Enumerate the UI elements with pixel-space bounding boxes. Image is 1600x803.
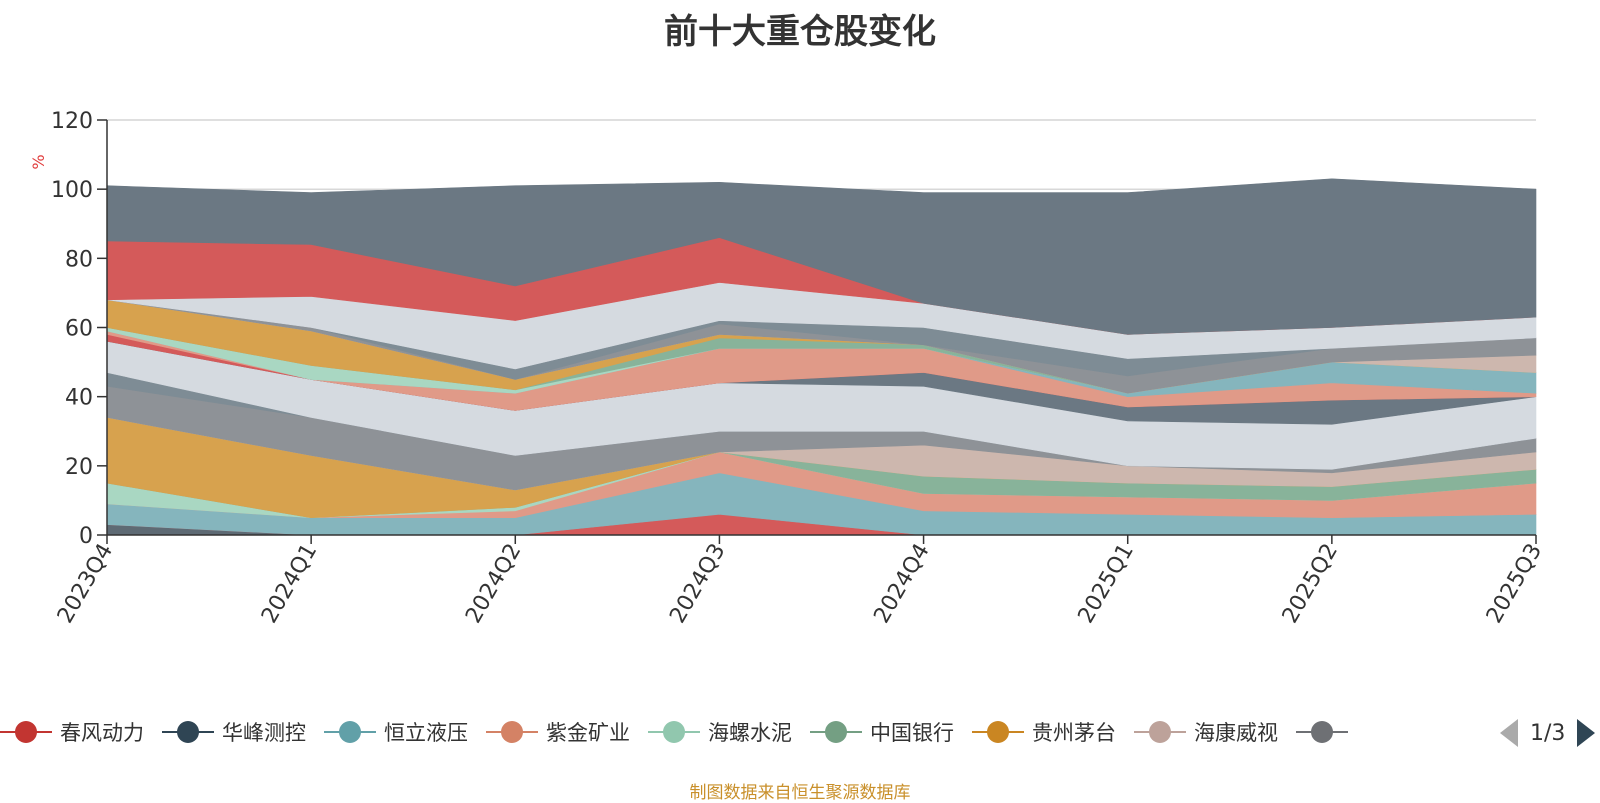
legend-item[interactable]: 恒立液压 bbox=[324, 715, 468, 749]
legend-marker-icon bbox=[972, 719, 1024, 745]
legend-page-indicator: 1/3 bbox=[1530, 720, 1566, 746]
x-tick-label: 2025Q1 bbox=[1074, 540, 1139, 628]
y-tick-label: 80 bbox=[65, 247, 93, 272]
legend-label: 中国银行 bbox=[870, 721, 954, 745]
legend-marker-icon bbox=[1296, 719, 1348, 745]
y-tick-labels: 0 20 40 60 80 100 120 bbox=[51, 109, 107, 549]
legend-marker-dot bbox=[177, 721, 199, 743]
legend-marker-dot bbox=[15, 721, 37, 743]
y-tick-label: 40 bbox=[65, 386, 93, 411]
legend-marker-dot bbox=[663, 721, 685, 743]
legend-marker-dot bbox=[825, 721, 847, 743]
legend-label: 海康威视 bbox=[1194, 721, 1278, 745]
y-tick-label: 100 bbox=[51, 178, 93, 203]
legend-marker-icon bbox=[0, 719, 52, 745]
x-tick-labels: 2023Q4 2024Q1 2024Q2 2024Q3 2024Q4 2025Q1 2025… bbox=[53, 535, 1547, 628]
legend-item[interactable]: 紫金矿业 bbox=[486, 715, 630, 749]
y-tick-label: 120 bbox=[51, 109, 93, 134]
legend-marker-icon bbox=[486, 719, 538, 745]
legend-label: 贵州茅台 bbox=[1032, 721, 1116, 745]
legend-marker-dot bbox=[501, 721, 523, 743]
legend-marker-icon bbox=[648, 719, 700, 745]
y-tick-label: 0 bbox=[79, 524, 93, 549]
legend-label: 恒立液压 bbox=[384, 721, 468, 745]
legend-label: 春风动力 bbox=[60, 721, 144, 745]
x-tick-label: 2023Q4 bbox=[53, 540, 118, 628]
legend-marker-icon bbox=[324, 719, 376, 745]
legend-item[interactable]: 华峰测控 bbox=[162, 715, 306, 749]
legend-marker-icon bbox=[1134, 719, 1186, 745]
prev-page-icon[interactable] bbox=[1500, 719, 1518, 747]
y-tick-label: 60 bbox=[65, 317, 93, 342]
legend-item[interactable] bbox=[1296, 715, 1356, 749]
legend-label: 华峰测控 bbox=[222, 721, 306, 745]
legend-label: 海螺水泥 bbox=[708, 721, 792, 745]
x-tick-label: 2024Q4 bbox=[869, 540, 934, 628]
legend-item[interactable]: 中国银行 bbox=[810, 715, 954, 749]
next-page-icon[interactable] bbox=[1577, 719, 1596, 747]
legend-label: 紫金矿业 bbox=[546, 721, 630, 745]
area-band-23 bbox=[106, 178, 1537, 335]
area-series bbox=[106, 178, 1537, 536]
source-note: 制图数据来自恒生聚源数据库 bbox=[689, 783, 911, 803]
legend-item[interactable]: 海螺水泥 bbox=[648, 715, 792, 749]
legend-item[interactable]: 海康威视 bbox=[1134, 715, 1278, 749]
legend-pager: 1/3 bbox=[1500, 718, 1596, 748]
x-tick-label: 2025Q2 bbox=[1278, 540, 1343, 628]
legend-marker-icon bbox=[162, 719, 214, 745]
legend-marker-dot bbox=[987, 721, 1009, 743]
legend-marker-dot bbox=[1149, 721, 1171, 743]
legend-item[interactable]: 春风动力 bbox=[0, 715, 144, 749]
y-axis-label: % bbox=[29, 154, 48, 169]
legend-marker-icon bbox=[810, 719, 862, 745]
x-tick-label: 2025Q3 bbox=[1482, 540, 1547, 628]
x-tick-label: 2024Q3 bbox=[665, 540, 730, 628]
x-tick-label: 2024Q2 bbox=[461, 540, 526, 628]
legend-marker-dot bbox=[1311, 721, 1333, 743]
x-tick-label: 2024Q1 bbox=[257, 540, 322, 628]
y-tick-label: 20 bbox=[65, 455, 93, 480]
legend-marker-dot bbox=[339, 721, 361, 743]
chart-title: 前十大重仓股变化 bbox=[664, 12, 936, 52]
legend: 春风动力 华峰测控 恒立液压 紫金矿业 海螺水泥 中国银行 贵州茅台 海康威视 bbox=[0, 715, 1480, 749]
legend-item[interactable]: 贵州茅台 bbox=[972, 715, 1116, 749]
